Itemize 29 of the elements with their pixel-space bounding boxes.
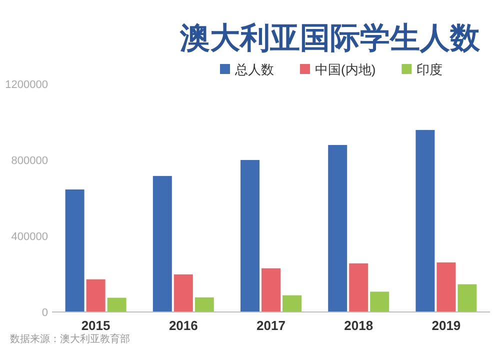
bar — [240, 160, 260, 312]
legend-label: 中国(内地) — [315, 62, 376, 77]
y-tick-label: 800000 — [11, 155, 48, 167]
y-tick-label: 400000 — [11, 231, 48, 243]
chart-title: 澳大利亚国际学生人数 — [179, 22, 481, 55]
bar — [65, 189, 84, 312]
legend-label: 印度 — [416, 62, 443, 77]
source-note: 数据来源：澳大利亚教育部 — [10, 333, 130, 345]
bar — [349, 263, 368, 312]
bar — [107, 298, 126, 312]
bar — [370, 292, 390, 312]
x-tick-label: 2018 — [344, 318, 374, 333]
bar — [194, 297, 214, 312]
bar — [436, 262, 456, 312]
bar — [282, 295, 302, 312]
bar — [86, 279, 106, 312]
y-tick-label: 0 — [42, 307, 48, 319]
x-tick-label: 2019 — [432, 318, 461, 333]
y-tick-label: 1200000 — [5, 79, 48, 91]
bar — [152, 176, 172, 312]
bar — [416, 130, 435, 312]
bar — [328, 144, 348, 312]
x-tick-label: 2017 — [256, 318, 286, 333]
x-tick-label: 2016 — [168, 318, 198, 333]
legend-label: 总人数 — [234, 62, 274, 77]
bar — [458, 284, 477, 312]
bar — [174, 274, 193, 312]
x-tick-label: 2015 — [81, 318, 110, 333]
bar — [262, 268, 280, 312]
